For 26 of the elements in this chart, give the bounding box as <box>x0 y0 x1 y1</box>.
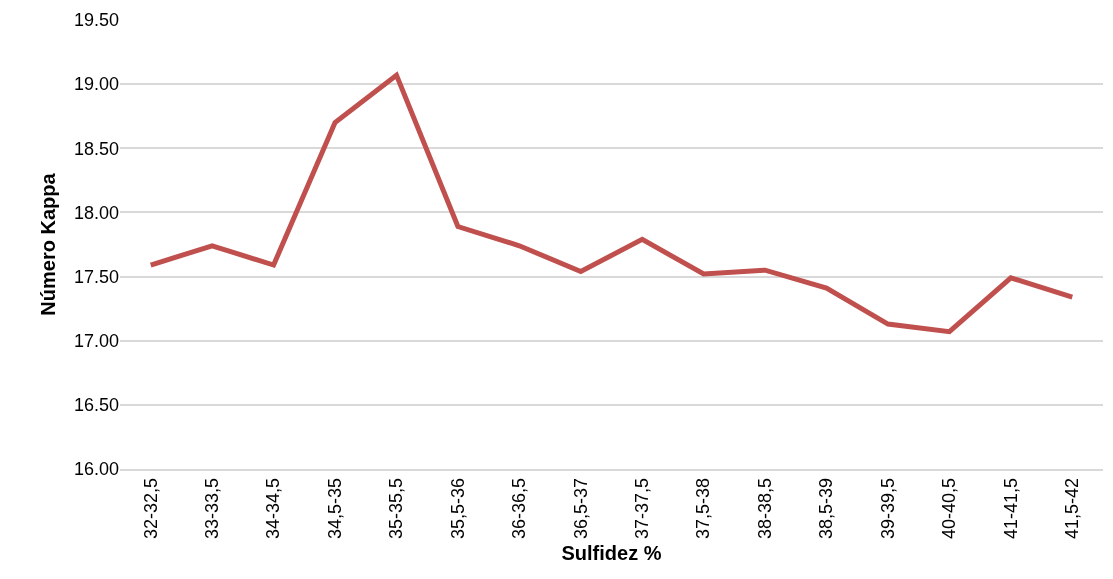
x-axis-title: Sulfidez % <box>561 542 662 565</box>
y-tick-label: 16.00 <box>73 459 119 480</box>
y-tick-label: 17.50 <box>73 266 119 287</box>
x-tick-label: 35-35,5 <box>386 477 407 540</box>
x-tick-label: 37,5-38 <box>693 477 714 540</box>
y-tick-label: 18.50 <box>73 138 119 159</box>
x-tick-label: 34-34,5 <box>263 477 284 540</box>
x-tick-label: 40-40,5 <box>939 477 960 540</box>
y-tick-label: 18.00 <box>73 202 119 223</box>
x-tick-label: 32-32,5 <box>140 477 161 540</box>
y-tick-label: 16.50 <box>73 395 119 416</box>
y-tick-label: 19.00 <box>73 74 119 95</box>
x-tick-label: 39-39,5 <box>877 477 898 540</box>
y-tick-label: 19.50 <box>73 10 119 31</box>
x-tick-label: 38,5-39 <box>816 477 837 540</box>
x-tick-label: 41,5-42 <box>1062 477 1083 540</box>
x-tick-label: 33-33,5 <box>202 477 223 540</box>
x-tick-label: 36,5-37 <box>570 477 591 540</box>
x-tick-label: 34,5-35 <box>324 477 345 540</box>
x-tick-label: 38-38,5 <box>754 477 775 540</box>
x-tick-label: 37-37,5 <box>632 477 653 540</box>
x-tick-label: 35,5-36 <box>447 477 468 540</box>
y-axis-title: Número Kappa <box>37 172 60 316</box>
y-tick-label: 17.00 <box>73 331 119 352</box>
x-tick-label: 36-36,5 <box>509 477 530 540</box>
x-tick-label: 41-41,5 <box>1000 477 1021 540</box>
